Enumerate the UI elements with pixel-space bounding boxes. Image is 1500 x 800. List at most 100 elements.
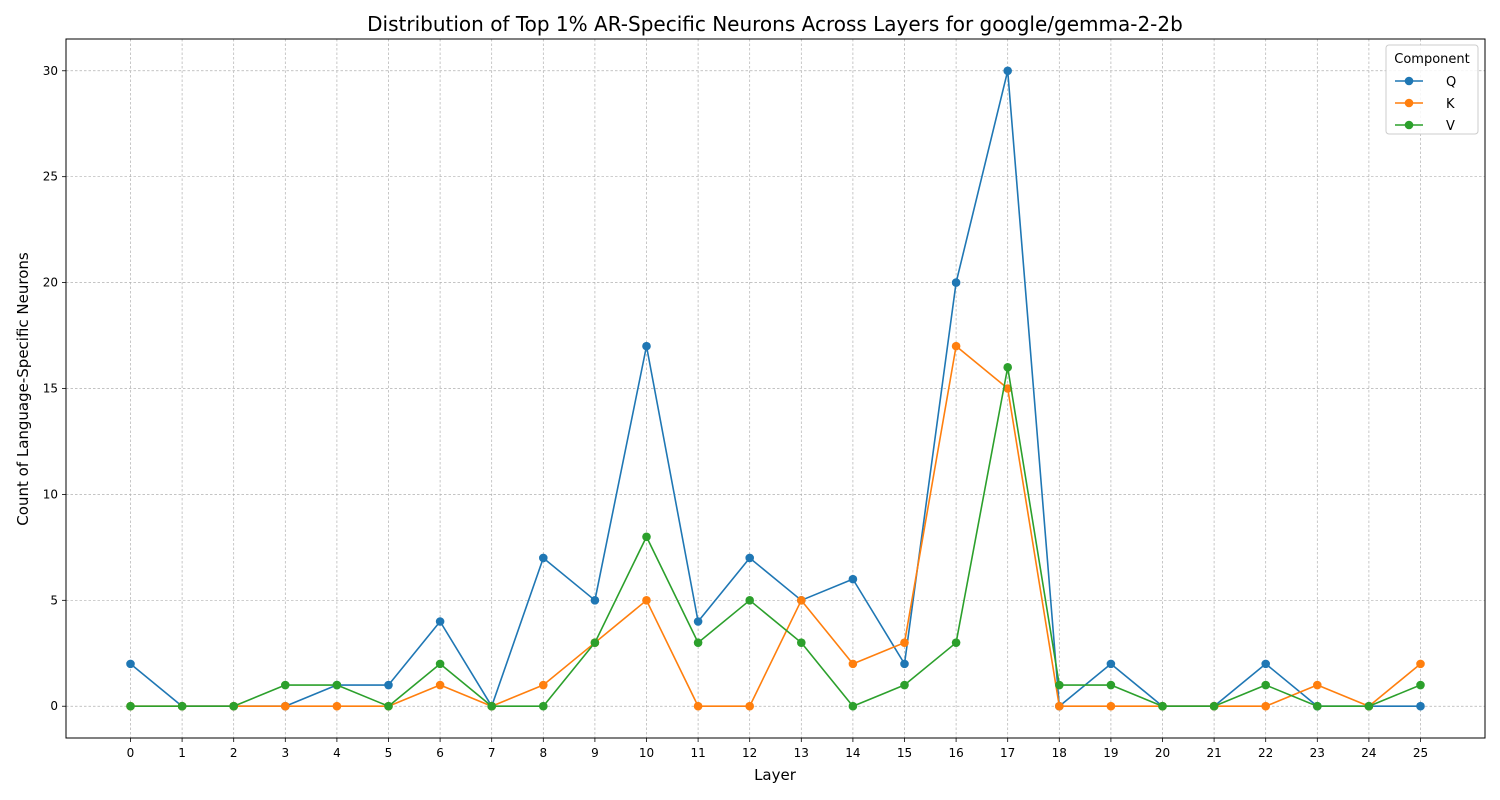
y-axis-label: Count of Language-Specific Neurons — [14, 252, 32, 526]
x-tick-label: 16 — [948, 746, 963, 760]
legend-box — [1385, 44, 1479, 135]
data-point — [1313, 680, 1322, 690]
x-tick-label: 25 — [1413, 746, 1428, 760]
data-point — [693, 617, 703, 626]
data-point — [951, 341, 961, 351]
legend-label: K — [1446, 97, 1455, 112]
x-tick-label: 1 — [178, 746, 186, 760]
x-tick-label: 0 — [127, 746, 135, 760]
data-point — [435, 659, 445, 669]
legend-item: Q — [1395, 75, 1456, 90]
x-tick-label: 4 — [333, 746, 341, 760]
data-point — [1261, 680, 1270, 690]
data-point — [1055, 701, 1064, 711]
x-tick-label: 19 — [1103, 746, 1118, 760]
data-point — [745, 553, 754, 563]
x-tick-label: 23 — [1310, 746, 1325, 760]
series-v — [126, 363, 1425, 711]
x-axis-label: Layer — [754, 766, 797, 784]
x-tick-label: 8 — [539, 746, 547, 760]
data-point — [1003, 384, 1012, 393]
x-tick-label: 21 — [1206, 746, 1221, 760]
data-point — [590, 638, 600, 647]
x-tick-label: 2 — [230, 746, 238, 760]
y-tick-label: 30 — [43, 64, 58, 78]
data-point — [848, 574, 858, 584]
data-point — [900, 659, 909, 669]
legend-title: Component — [1394, 52, 1469, 67]
data-point — [1106, 659, 1116, 669]
y-tick-label: 5 — [50, 593, 58, 607]
x-tick-label: 7 — [488, 746, 496, 760]
data-point — [1364, 701, 1374, 711]
legend-label: V — [1446, 119, 1455, 134]
legend-swatch-marker — [1404, 120, 1414, 130]
chart-title: Distribution of Top 1% AR-Specific Neuro… — [367, 12, 1183, 36]
data-point — [900, 638, 909, 647]
data-point — [797, 596, 806, 605]
legend-item: V — [1395, 119, 1455, 134]
x-tick-label: 10 — [639, 746, 654, 760]
data-point — [177, 701, 187, 711]
x-tick-label: 15 — [897, 746, 912, 760]
y-tick-label: 25 — [43, 170, 58, 184]
data-point — [384, 680, 393, 690]
data-point — [642, 596, 651, 605]
data-point — [797, 638, 806, 647]
y-axis: 0 5 10 15 20 25 30 — [43, 64, 66, 713]
data-point — [487, 701, 497, 711]
data-point — [435, 617, 445, 626]
data-point — [539, 701, 548, 711]
data-point — [1416, 659, 1425, 669]
y-tick-label: 15 — [43, 382, 58, 396]
data-point — [332, 680, 342, 690]
x-tick-label: 14 — [845, 746, 860, 760]
data-point — [642, 341, 651, 351]
data-point — [384, 701, 393, 711]
legend-item: K — [1395, 97, 1455, 112]
data-point — [229, 701, 238, 711]
data-point — [1261, 659, 1270, 669]
data-point — [126, 659, 135, 669]
data-point — [1003, 363, 1012, 372]
legend-swatch-marker — [1404, 76, 1414, 86]
data-point — [1209, 701, 1219, 711]
data-point — [848, 701, 858, 711]
data-point — [745, 701, 754, 711]
y-tick-label: 20 — [43, 276, 58, 290]
series-group — [126, 66, 1425, 711]
series-line — [130, 366, 1421, 708]
x-tick-label: 17 — [1000, 746, 1015, 760]
data-point — [1416, 701, 1425, 711]
legend-swatch-marker — [1404, 98, 1414, 108]
data-point — [281, 680, 290, 690]
data-point — [1003, 66, 1012, 76]
data-point — [642, 532, 651, 542]
x-tick-label: 13 — [794, 746, 809, 760]
x-tick-label: 3 — [281, 746, 289, 760]
x-tick-label: 12 — [742, 746, 757, 760]
data-point — [1055, 680, 1064, 690]
data-point — [693, 638, 703, 647]
data-point — [590, 596, 600, 605]
data-point — [1313, 701, 1322, 711]
x-axis: 0 1 2 3 4 5 6 7 8 9 10 11 12 13 14 15 16 17 18 19 20 21 22 23 24… — [127, 738, 1428, 760]
data-point — [281, 701, 290, 711]
x-tick-label: 22 — [1258, 746, 1273, 760]
data-point — [435, 680, 445, 690]
data-point — [126, 701, 135, 711]
data-point — [951, 278, 961, 287]
data-point — [1158, 701, 1167, 711]
legend: Component QKV — [1385, 44, 1479, 135]
data-point — [951, 638, 961, 647]
data-point — [1416, 680, 1425, 690]
data-point — [693, 701, 703, 711]
y-tick-label: 0 — [50, 699, 58, 713]
data-point — [1106, 680, 1116, 690]
x-tick-label: 24 — [1361, 746, 1376, 760]
x-tick-label: 5 — [385, 746, 393, 760]
x-tick-label: 20 — [1155, 746, 1170, 760]
data-point — [539, 680, 548, 690]
data-point — [900, 680, 909, 690]
